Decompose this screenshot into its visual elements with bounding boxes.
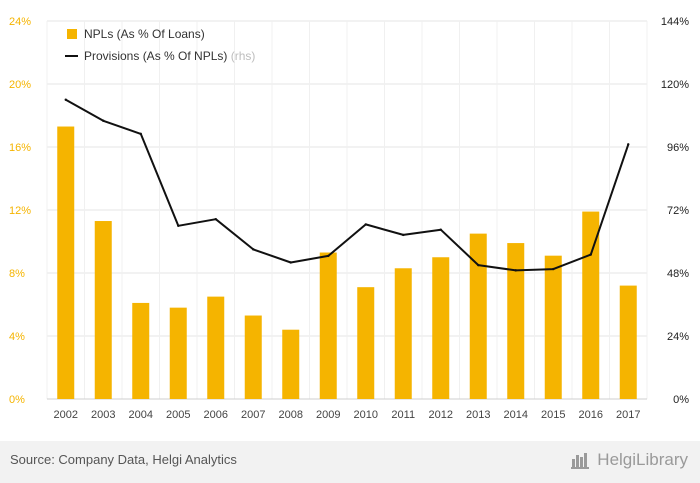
- y-right-tick: 48%: [667, 268, 689, 280]
- provisions-point-2008: [289, 261, 292, 264]
- y-left-tick: 8%: [9, 268, 25, 280]
- bars: [57, 126, 637, 400]
- provisions-point-2016: [589, 253, 592, 256]
- library-icon: [571, 453, 590, 469]
- x-tick: 2008: [279, 409, 303, 421]
- provisions-point-2005: [177, 224, 180, 227]
- provisions-point-2004: [139, 132, 142, 136]
- bar-npl-2008: [282, 329, 300, 399]
- x-tick: 2005: [166, 409, 190, 421]
- x-tick: 2011: [391, 409, 415, 421]
- y-right-tick: 144%: [661, 16, 689, 28]
- bar-npl-2004: [132, 302, 150, 399]
- bar-npl-2011: [394, 268, 412, 399]
- bar-npl-2006: [207, 296, 225, 399]
- legend: NPLs (As % Of Loans) Provisions (As % Of…: [65, 27, 255, 63]
- bar-npl-2010: [357, 287, 375, 399]
- x-tick: 2012: [429, 409, 453, 421]
- provisions-point-2002: [64, 98, 67, 101]
- bar-npl-2012: [432, 257, 450, 399]
- legend-npl-swatch: [67, 29, 77, 39]
- provisions-polyline: [65, 98, 630, 272]
- right-axis-ticks: 0% 24% 48% 72% 96% 120% 144%: [661, 16, 689, 406]
- chart: 0% 4% 8% 12% 16% 20% 24% 0% 24% 48% 72% 96% 120% 144…: [9, 16, 689, 421]
- bar-npl-2009: [319, 252, 337, 399]
- y-left-tick: 24%: [9, 16, 31, 28]
- x-tick: 2002: [54, 409, 78, 421]
- provisions-point-2014: [514, 269, 517, 272]
- bar-npl-2003: [94, 221, 112, 399]
- y-left-tick: 20%: [9, 79, 31, 91]
- x-tick: 2004: [129, 409, 153, 421]
- legend-rhs-suffix: (rhs): [231, 49, 256, 63]
- provisions-point-2010: [364, 223, 367, 226]
- x-tick: 2016: [579, 409, 603, 421]
- x-tick: 2013: [466, 409, 490, 421]
- bar-npl-2007: [244, 315, 262, 399]
- footer: Source: Company Data, Helgi Analytics He…: [0, 441, 700, 483]
- x-tick: 2003: [91, 409, 115, 421]
- provisions-point-2007: [252, 248, 255, 251]
- x-tick: 2007: [241, 409, 265, 421]
- bar-npl-2013: [469, 233, 487, 399]
- provisions-point-2013: [477, 263, 480, 267]
- y-right-tick: 72%: [667, 205, 689, 217]
- x-axis-ticks: 2002 2003 2004 2005 2006 2007 2008 2009 2010 2011…: [54, 409, 641, 421]
- y-right-tick: 0%: [673, 394, 689, 406]
- provisions-point-2011: [402, 233, 405, 237]
- provisions-line: [64, 98, 630, 272]
- x-tick: 2010: [354, 409, 378, 421]
- bar-npl-2014: [507, 243, 525, 399]
- bar-npl-2015: [544, 255, 562, 399]
- x-tick: 2017: [616, 409, 640, 421]
- x-tick: 2014: [504, 409, 528, 421]
- y-left-tick: 0%: [9, 394, 25, 406]
- y-left-tick: 12%: [9, 205, 31, 217]
- provisions-point-2017: [627, 143, 630, 146]
- provisions-point-2009: [327, 254, 330, 258]
- y-right-tick: 96%: [667, 142, 689, 154]
- y-right-tick: 24%: [667, 331, 689, 343]
- left-axis-ticks: 0% 4% 8% 12% 16% 20% 24%: [9, 16, 31, 406]
- y-right-tick: 120%: [661, 79, 689, 91]
- brand-name: HelgiLibrary: [597, 450, 688, 469]
- source-text: Source: Company Data, Helgi Analytics: [10, 452, 237, 467]
- x-tick: 2015: [541, 409, 565, 421]
- y-left-tick: 16%: [9, 142, 31, 154]
- grid-lines: [46, 20, 648, 400]
- provisions-point-2012: [439, 228, 442, 231]
- provisions-point-2003: [102, 119, 105, 122]
- legend-npl-label: NPLs (As % Of Loans): [84, 27, 205, 41]
- legend-provisions-label: Provisions (As % Of NPLs) (rhs): [84, 49, 255, 63]
- bar-npl-2016: [582, 211, 600, 399]
- provisions-point-2015: [552, 267, 555, 271]
- x-tick: 2006: [204, 409, 228, 421]
- bar-npl-2002: [57, 126, 75, 400]
- bar-npl-2005: [169, 307, 187, 399]
- x-tick: 2009: [316, 409, 340, 421]
- brand-logo[interactable]: HelgiLibrary: [571, 450, 688, 470]
- y-left-tick: 4%: [9, 331, 25, 343]
- provisions-point-2006: [214, 217, 217, 221]
- bar-npl-2017: [619, 285, 637, 399]
